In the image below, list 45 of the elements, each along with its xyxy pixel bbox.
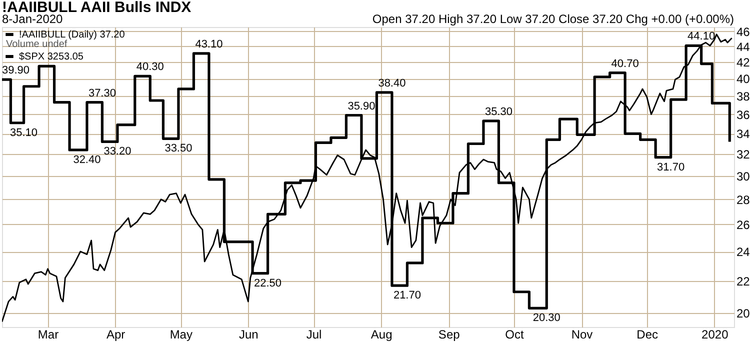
data-label: 40.30 xyxy=(136,61,164,74)
data-label: 35.10 xyxy=(10,126,38,139)
y-tick-label: 46 xyxy=(736,24,750,39)
y-tick-label: 32 xyxy=(736,148,750,162)
y-tick-label: 44 xyxy=(736,40,750,54)
y-tick-label: 26 xyxy=(736,218,750,232)
x-tick-label: Jun xyxy=(239,328,258,342)
x-tick-label: Jul xyxy=(306,328,322,342)
y-tick-label: 36 xyxy=(736,108,750,122)
data-label: 20.30 xyxy=(532,312,560,324)
data-label: 33.50 xyxy=(164,142,192,155)
x-tick-label: Nov xyxy=(571,328,593,342)
data-label: 31.70 xyxy=(657,161,685,174)
legend-label: $SPX 3253.05 xyxy=(19,52,84,62)
data-label: 32.40 xyxy=(73,154,101,166)
x-tick-label: Aug xyxy=(370,328,392,342)
legend-label: !AAIIBULL (Daily) 37.20 xyxy=(19,30,126,40)
y-tick-label: 22 xyxy=(736,274,750,288)
y-tick-label: 34 xyxy=(736,127,750,142)
data-label: 39.90 xyxy=(2,64,30,77)
data-label: 35.90 xyxy=(348,100,376,112)
data-label: 33.20 xyxy=(104,146,132,158)
y-tick-label: 20 xyxy=(736,306,750,321)
data-label: 37.30 xyxy=(88,87,116,100)
x-tick-label: Mar xyxy=(38,328,59,342)
data-label: 43.10 xyxy=(195,38,223,50)
data-label: 21.70 xyxy=(393,290,421,302)
y-tick-label: 24 xyxy=(736,245,750,259)
y-tick-label: 38 xyxy=(736,90,750,104)
x-tick-label: 2020 xyxy=(702,328,729,342)
x-tick-label: May xyxy=(170,328,192,342)
x-tick-label: Sep xyxy=(438,328,460,342)
x-tick-label: Dec xyxy=(636,328,658,342)
data-label: 38.40 xyxy=(378,77,406,90)
y-tick-label: 28 xyxy=(736,192,750,207)
text: Open 37.20 High 37.20 Low 37.20 Close 37.20 Chg +0.00 (+0.00%) xyxy=(372,12,734,26)
y-tick-label: 42 xyxy=(736,56,750,70)
data-label: 40.70 xyxy=(611,58,639,70)
data-label: 35.30 xyxy=(484,106,512,118)
data-label: 44.10 xyxy=(688,30,716,43)
x-tick-label: Apr xyxy=(106,328,126,342)
data-label: 22.50 xyxy=(254,277,282,290)
y-tick-label: 40 xyxy=(736,72,750,86)
x-tick-label: Oct xyxy=(505,328,524,342)
y-tick-label: 30 xyxy=(736,170,750,184)
